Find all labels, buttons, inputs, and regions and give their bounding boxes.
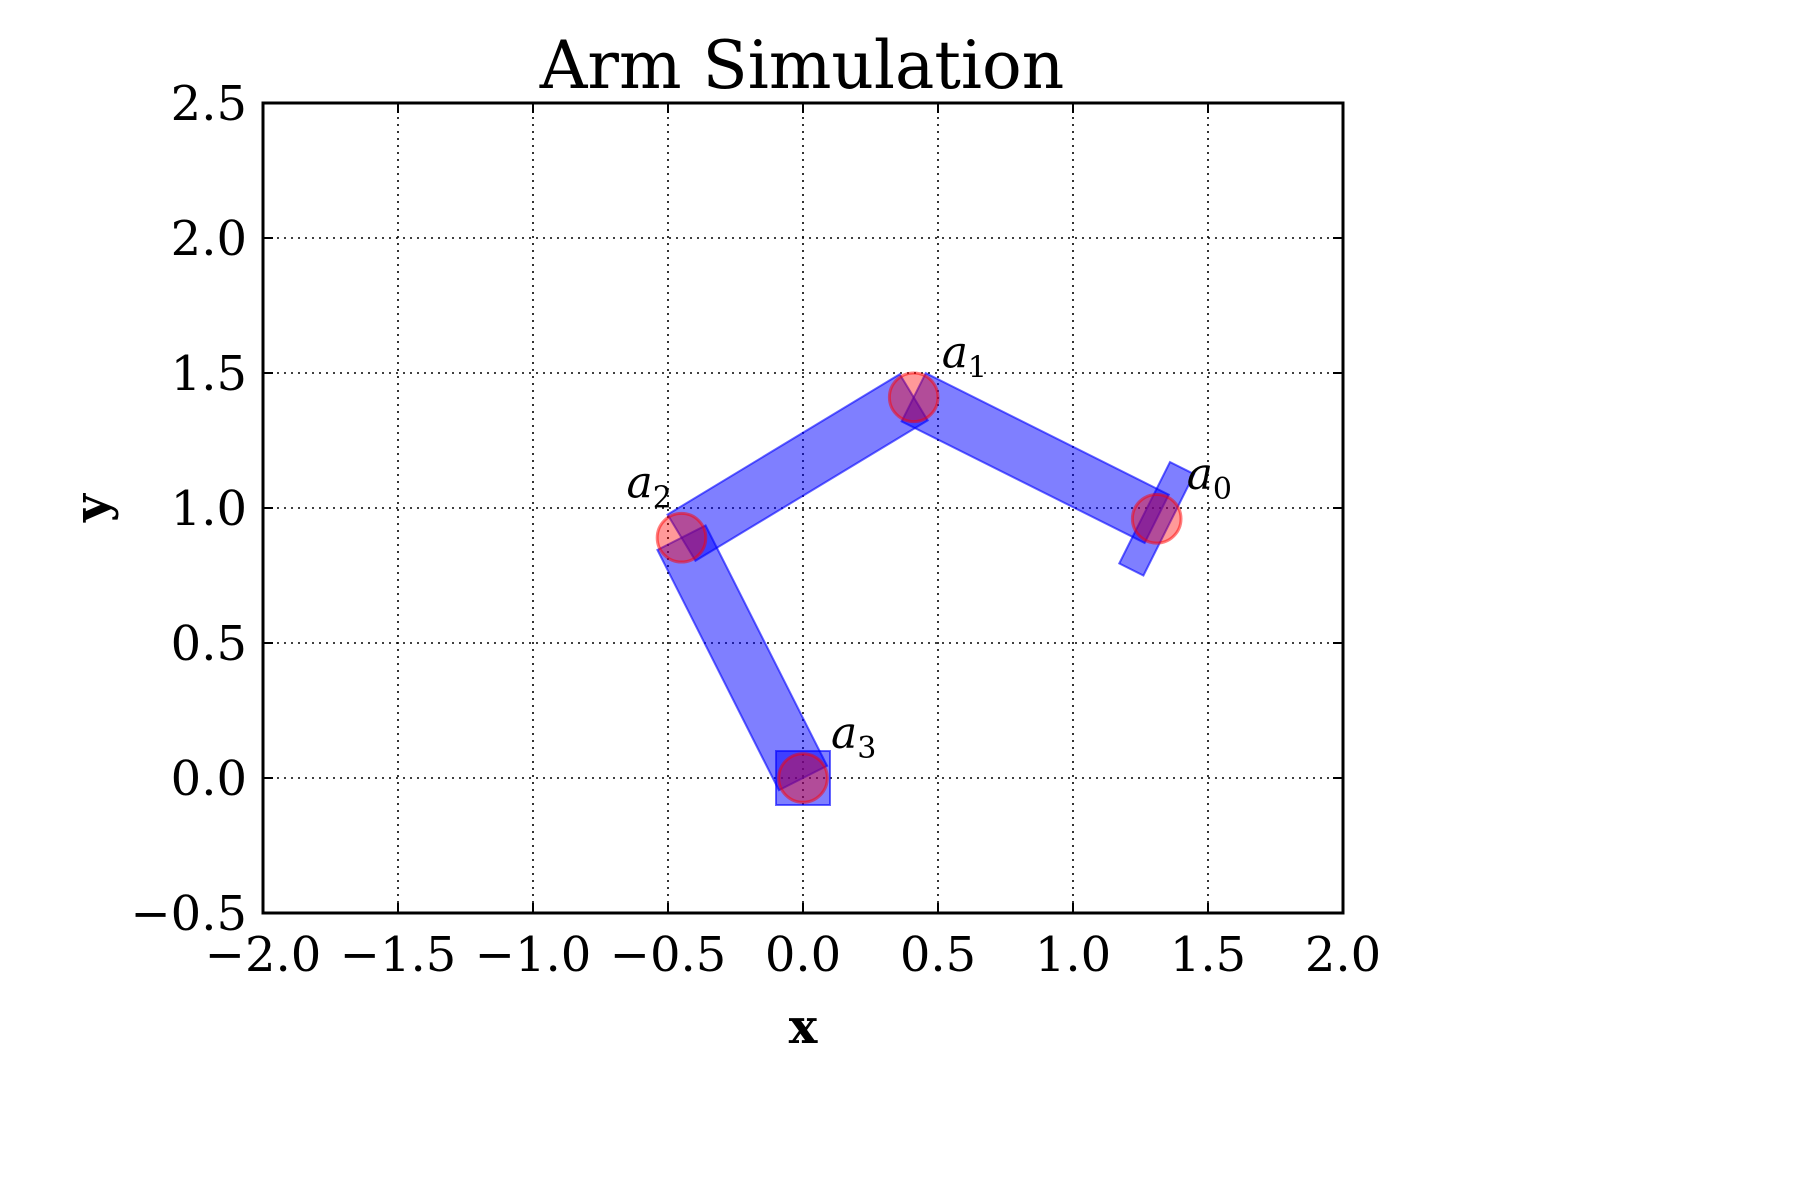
joint-a1 [887, 371, 940, 424]
x-tick-label: 2.0 [1305, 927, 1381, 983]
y-tick-label: 0.5 [171, 616, 247, 672]
joint-label-a1: a1 [942, 327, 987, 385]
y-tick-label: −0.5 [130, 886, 247, 942]
end-effector-bar [1117, 460, 1196, 577]
joint-label-subscript: 0 [1213, 472, 1232, 507]
y-tick-label: 0.0 [171, 751, 247, 807]
y-tick-label: 2.5 [171, 76, 247, 132]
joint-label-subscript: 1 [968, 350, 987, 385]
link-a1-a0 [900, 371, 1171, 545]
joint-label-subscript: 3 [857, 731, 876, 766]
joint-label-letter: a [942, 327, 968, 378]
x-tick-label: 0.5 [900, 927, 976, 983]
x-tick-label: −1.0 [475, 927, 592, 983]
y-tick-label: 1.5 [171, 346, 247, 402]
joint-label-letter: a [831, 708, 857, 759]
x-axis-label: x [789, 999, 818, 1055]
x-tick-label: 1.5 [1170, 927, 1246, 983]
x-tick-label: −1.5 [340, 927, 457, 983]
joint-a0 [1130, 493, 1183, 545]
joint-label-subscript: 2 [653, 481, 672, 516]
y-tick-label: 2.0 [171, 211, 247, 267]
link-a3-a2 [656, 524, 829, 792]
joint-label-a0: a0 [1187, 449, 1232, 507]
x-tick-label: −0.5 [610, 927, 727, 983]
joint-label-letter: a [1187, 449, 1213, 500]
x-tick-label: −2.0 [205, 927, 322, 983]
axis-ticks: −2.0 −1.5 −1.0 −0.5 0.0 0.5 1.0 1.5 2.0 −0.5 0.0 0.… [130, 76, 1381, 983]
y-axis-label: y [64, 492, 120, 523]
chart-title: Arm Simulation [539, 27, 1065, 104]
x-tick-label: 1.0 [1035, 927, 1111, 983]
joint-label-letter: a [627, 458, 653, 509]
joint-label-a2: a2 [627, 458, 672, 516]
y-tick-label: 1.0 [171, 481, 247, 537]
x-tick-label: 0.0 [765, 927, 841, 983]
joint-a3 [777, 752, 829, 804]
joint-label-a3: a3 [831, 708, 876, 766]
joint-a2 [655, 511, 708, 564]
